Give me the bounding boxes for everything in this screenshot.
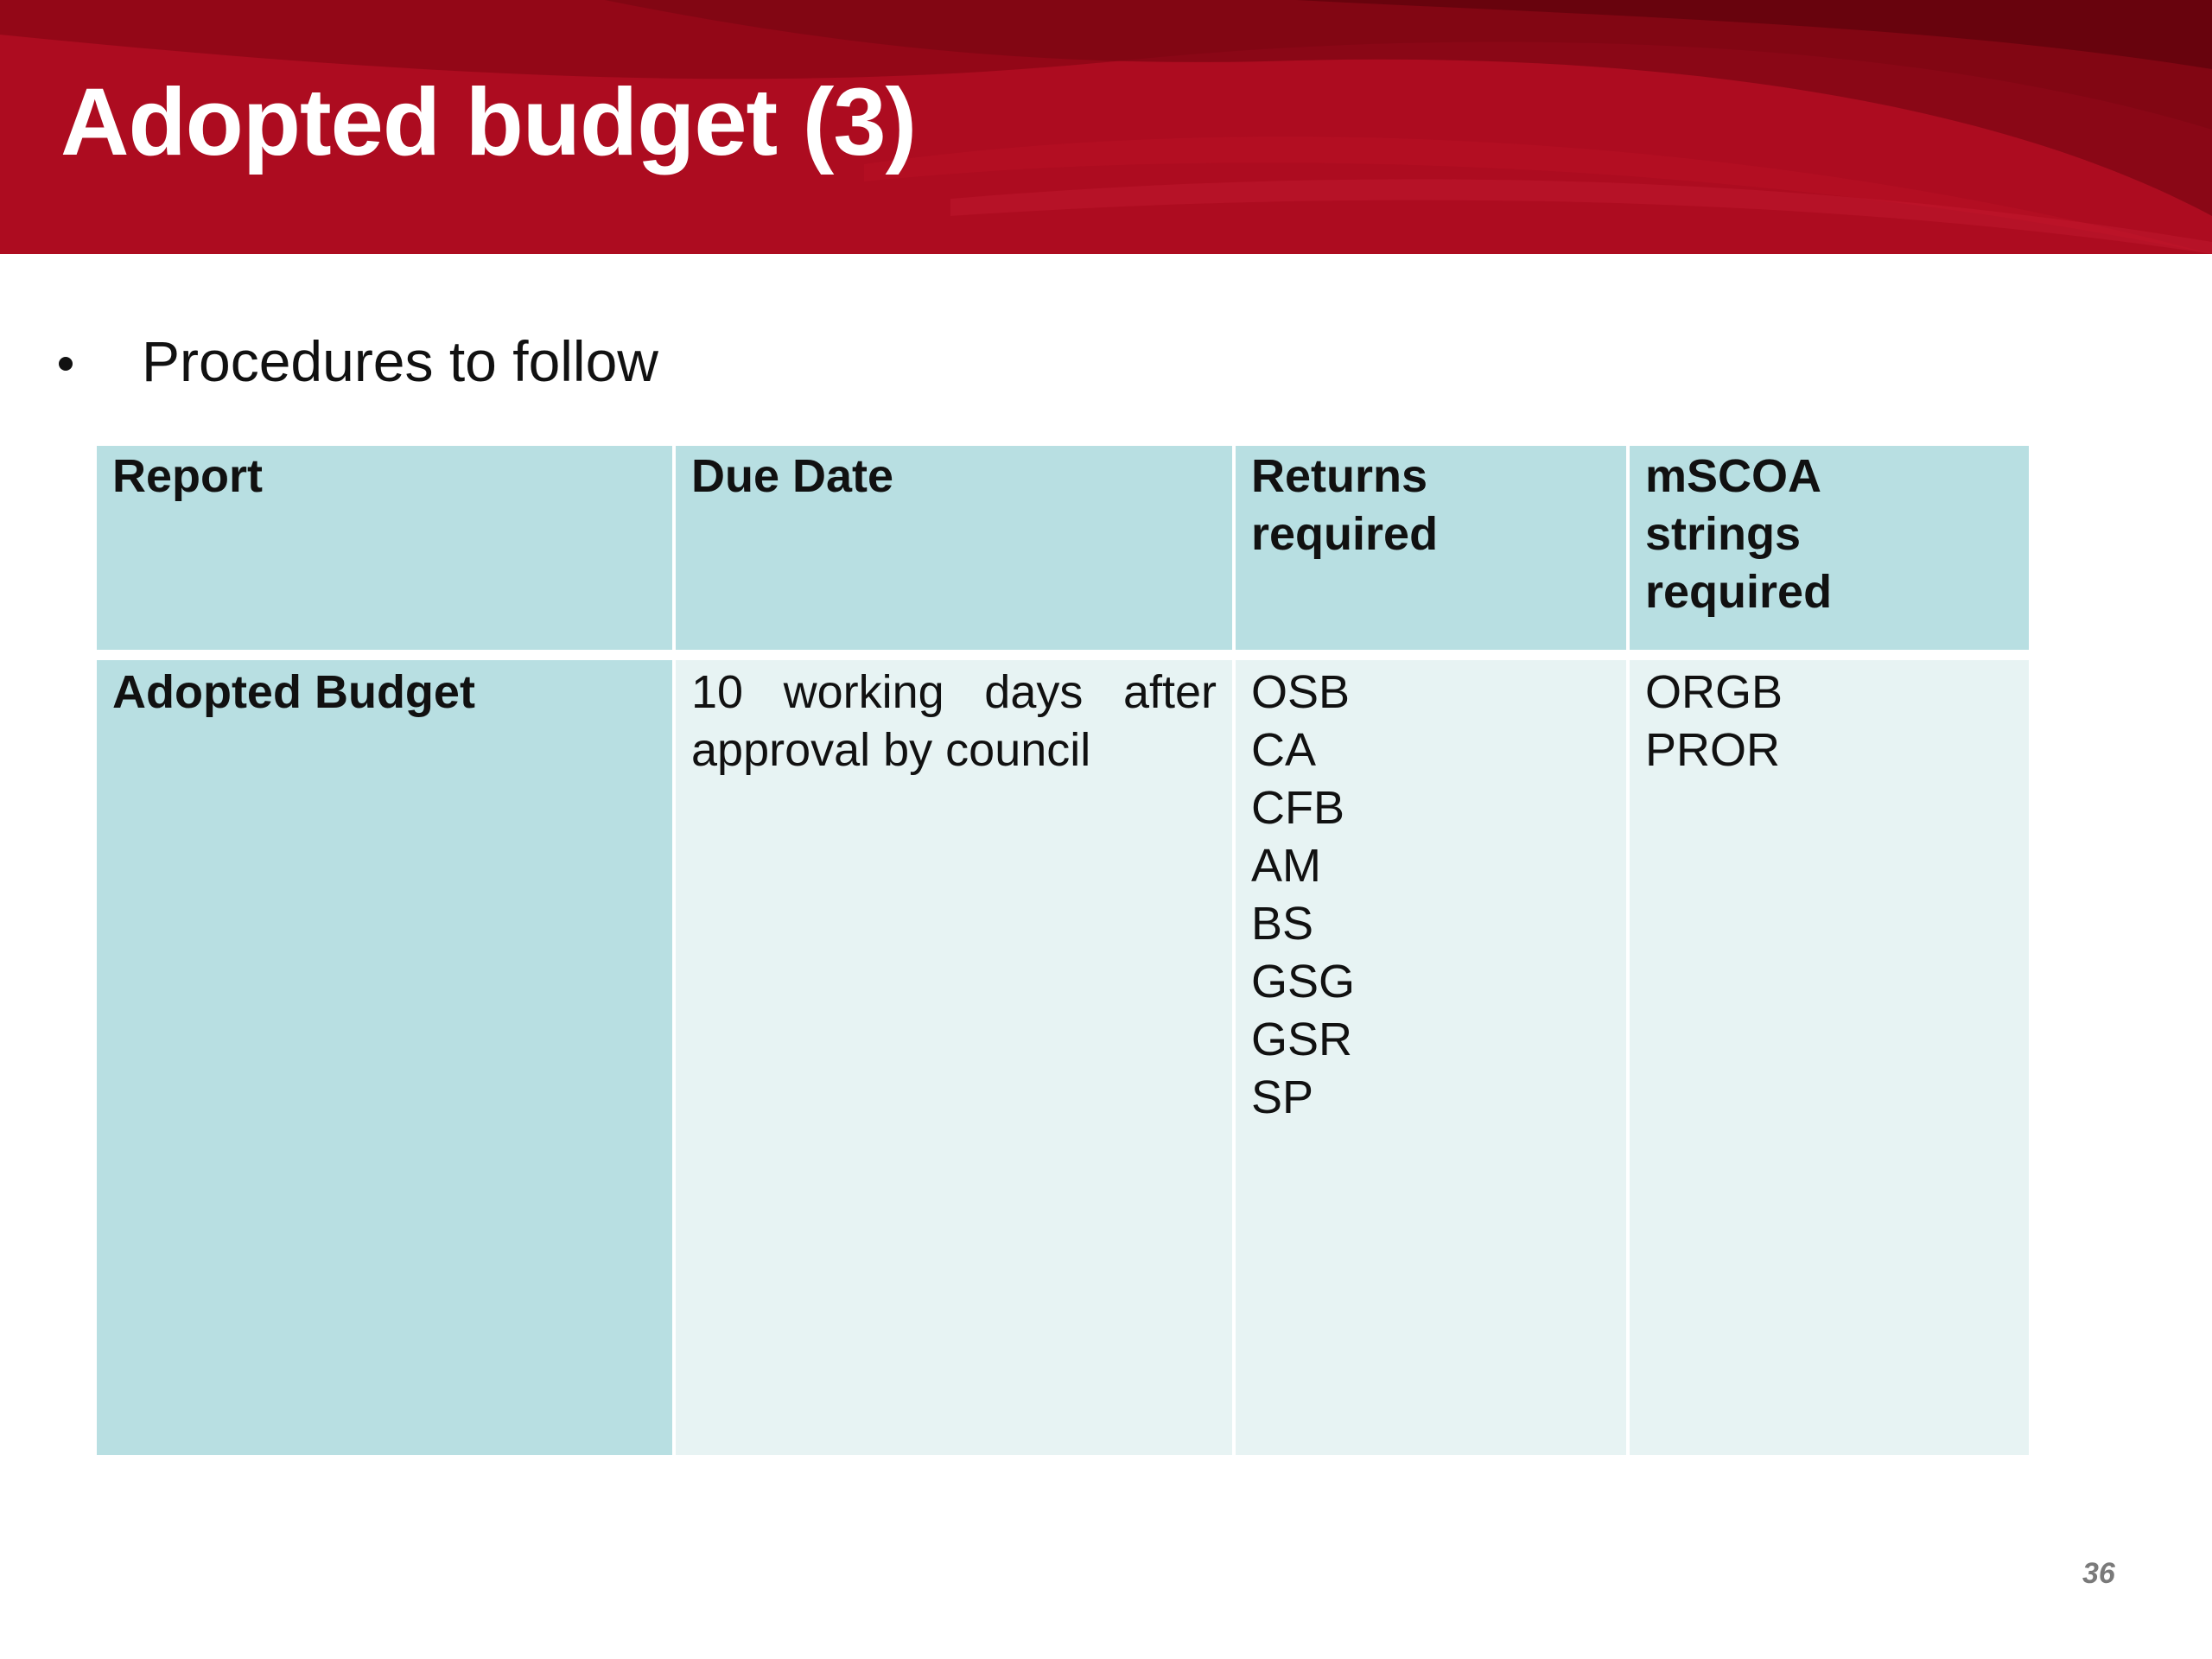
return-item: AM bbox=[1251, 840, 1321, 892]
title-banner: Adopted budget (3) bbox=[0, 0, 2212, 254]
header-mscoa-line: required bbox=[1645, 566, 1833, 618]
return-item: OSB bbox=[1251, 666, 1351, 718]
return-item: CFB bbox=[1251, 782, 1344, 834]
header-mscoa-line: mSCOA bbox=[1645, 450, 1822, 502]
cell-report: Adopted Budget bbox=[97, 660, 676, 1455]
header-returns-line: Returns bbox=[1251, 450, 1428, 502]
return-item: SP bbox=[1251, 1071, 1314, 1123]
cell-returns-list: OSB CA CFB AM BS GSG GSR SP bbox=[1236, 660, 1630, 1455]
procedures-table: Report Due Date Returns required mSCOA s… bbox=[97, 446, 2029, 1455]
bullet-item: Procedures to follow bbox=[59, 327, 658, 396]
header-due-date: Due Date bbox=[676, 446, 1236, 660]
header-mscoa-line: strings bbox=[1645, 508, 1802, 560]
bullet-dot-icon bbox=[59, 357, 73, 371]
header-mscoa-strings-required: mSCOA strings required bbox=[1630, 446, 2029, 660]
return-item: GSR bbox=[1251, 1014, 1353, 1065]
bullet-text: Procedures to follow bbox=[142, 329, 658, 393]
page-number: 36 bbox=[2082, 1557, 2115, 1590]
return-item: BS bbox=[1251, 898, 1314, 950]
mscoa-item: PROR bbox=[1645, 724, 1781, 776]
cell-mscoa-list: ORGB PROR bbox=[1630, 660, 2029, 1455]
mscoa-item: ORGB bbox=[1645, 666, 1783, 718]
banner-swoosh-graphic bbox=[0, 0, 2212, 254]
header-returns-required: Returns required bbox=[1236, 446, 1630, 660]
return-item: CA bbox=[1251, 724, 1317, 776]
slide-title: Adopted budget (3) bbox=[60, 69, 917, 175]
header-report: Report bbox=[97, 446, 676, 660]
return-item: GSG bbox=[1251, 956, 1356, 1007]
cell-due-date: 10 working days after approval by counci… bbox=[676, 660, 1236, 1455]
header-returns-line: required bbox=[1251, 508, 1439, 560]
